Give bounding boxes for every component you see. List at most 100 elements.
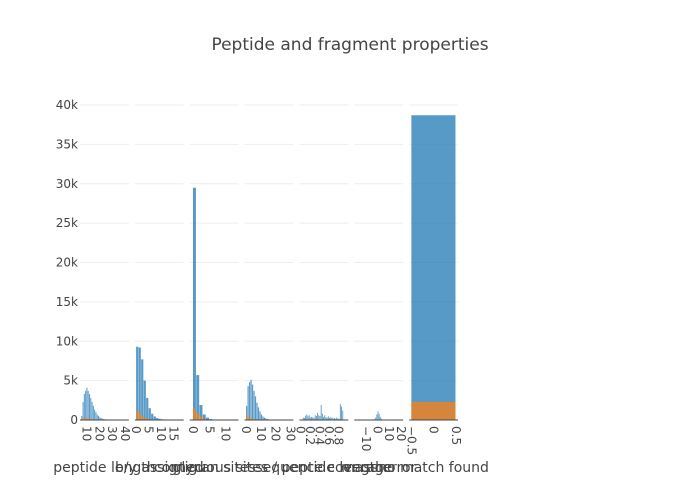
histogram-bar — [87, 390, 89, 420]
x-tick-label: −0.5 — [404, 426, 418, 455]
histogram-bar — [265, 418, 267, 420]
histogram-bar — [314, 415, 316, 420]
histogram-bar — [311, 416, 313, 420]
x-tick-label: 0 — [371, 426, 385, 434]
bars-layer — [81, 115, 456, 421]
x-axis-title: b/y assigned — [115, 460, 204, 476]
x-tick-label: 10 — [154, 426, 168, 441]
x-tick-label: 20 — [92, 426, 106, 441]
x-tick-label: 0.6 — [322, 426, 336, 445]
histogram-bar — [199, 416, 203, 420]
histogram-bar — [249, 382, 251, 420]
histogram-bar — [330, 417, 332, 420]
histogram-bar — [92, 405, 94, 420]
y-axis: 0 5k 10k 15k 20k 25k 30k 35k 40k — [56, 98, 78, 427]
histogram-bar — [99, 417, 101, 420]
x-tick-label: 0.2 — [303, 426, 317, 445]
histogram-bar — [138, 413, 141, 420]
histogram-bar — [95, 412, 97, 420]
x-tick-label: 15 — [167, 426, 181, 441]
histogram-bar — [262, 416, 264, 420]
histogram-bar — [156, 418, 159, 420]
histogram-bar — [83, 417, 85, 420]
histogram-bar — [85, 417, 87, 420]
histogram-bar — [332, 418, 334, 420]
histogram-bar — [143, 417, 146, 420]
histogram-bar — [411, 115, 456, 421]
histogram-bar — [141, 359, 144, 420]
histogram-bar — [158, 418, 161, 420]
x-tick-label: 20 — [269, 426, 283, 441]
histogram-bar — [259, 411, 261, 420]
histogram-bar — [141, 416, 144, 420]
histogram-bar — [378, 413, 380, 420]
histogram-bar — [196, 375, 200, 420]
x-axis-title: contiguous sites / peptide length — [154, 460, 384, 476]
histogram-bar — [91, 401, 93, 420]
x-tick-label: −10 — [359, 426, 373, 451]
histogram-bar — [148, 408, 151, 420]
x-tick-label: 0 — [239, 426, 253, 434]
y-tick-label: 40k — [56, 98, 78, 112]
x-tick-label: 0.5 — [449, 426, 463, 445]
y-tick-label: 35k — [56, 137, 78, 151]
x-tick-label: 30 — [105, 426, 119, 441]
histogram-bar — [96, 414, 98, 420]
histogram-bar — [82, 418, 84, 420]
histogram-bar — [89, 418, 90, 420]
x-tick-label: 10 — [79, 426, 93, 441]
x-tick-label: 20 — [394, 426, 408, 441]
histogram-bar — [341, 406, 342, 420]
histogram-bar — [254, 396, 257, 420]
histogram-bar — [329, 418, 331, 420]
histogram-bar — [257, 407, 260, 420]
histogram-bar — [305, 415, 307, 420]
histogram-bar — [247, 386, 249, 420]
histogram-bar — [250, 379, 252, 420]
x-tick-label: 30 — [283, 426, 297, 441]
x-axis-title: sequence coverage — [255, 460, 392, 476]
histogram-bar — [312, 417, 314, 420]
histogram-bar — [192, 187, 196, 420]
histogram-bar — [327, 416, 329, 420]
histogram-bar — [153, 416, 156, 420]
histogram-bar — [103, 418, 105, 420]
x-tick-label: 0 — [186, 426, 200, 434]
x-axis-title: mass error — [341, 460, 416, 476]
x-tick-label: 40 — [118, 426, 132, 441]
grid-layer — [80, 104, 458, 382]
histogram-bar — [335, 418, 337, 420]
x-tick-label: 10 — [219, 426, 233, 441]
histogram-bar — [83, 394, 85, 420]
histogram-bar — [206, 417, 209, 420]
histogram-bar — [302, 417, 304, 420]
histogram-bar — [263, 417, 265, 420]
histogram-bar — [315, 416, 317, 420]
y-tick-label: 30k — [56, 177, 78, 191]
histogram-bar — [324, 415, 326, 420]
y-tick-label: 10k — [56, 334, 78, 348]
histogram-bar — [146, 418, 149, 420]
x-axis-title: no match found — [378, 460, 489, 476]
histogram-bar — [253, 418, 255, 420]
histogram-bar — [321, 413, 323, 420]
histogram-bar — [202, 414, 206, 420]
y-tick-label: 20k — [56, 256, 78, 270]
histogram-bar — [320, 405, 322, 420]
histogram-bar — [317, 412, 319, 420]
histogram-bar — [313, 418, 315, 420]
x-tick-label: 5 — [202, 426, 216, 434]
histogram-bar — [260, 414, 263, 420]
histogram-bar — [338, 418, 340, 420]
histogram-bar — [246, 405, 248, 420]
histogram-bar — [381, 418, 382, 420]
histogram-bar — [250, 418, 252, 420]
histogram-bar — [136, 410, 139, 420]
histogram-bar — [249, 417, 251, 420]
histogram-bar — [306, 414, 308, 420]
histogram-bar — [377, 411, 379, 420]
histogram-bar — [253, 390, 255, 420]
histogram-bar — [143, 380, 146, 420]
histogram-bar — [331, 417, 333, 420]
